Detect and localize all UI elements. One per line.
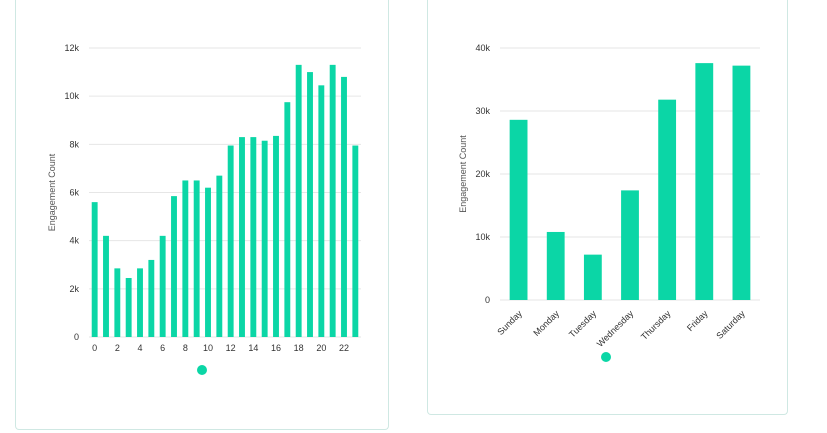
weekday-engagement-panel: 0 10k 20k 30k 40k Engagement Count Sunday Monda…	[427, 0, 788, 415]
y-axis-title: Engagement Count	[47, 153, 57, 231]
x-tick-label: Sunday	[495, 308, 524, 337]
bar[interactable]	[250, 137, 257, 337]
y-tick-label: 20k	[475, 169, 490, 179]
bar[interactable]	[273, 135, 279, 337]
x-tick-label: 4	[137, 343, 142, 353]
bar[interactable]	[341, 76, 347, 338]
legend-dot[interactable]	[197, 365, 207, 375]
x-tick-label: 18	[294, 343, 304, 353]
bar[interactable]	[114, 268, 121, 337]
bar[interactable]	[284, 102, 291, 337]
hourly-engagement-chart: 0 2k 4k 6k 8k 10k 12k Engagement Count 0 2 4 6 8 10 12…	[47, 43, 361, 353]
y-tick-label: 10k	[64, 91, 79, 101]
bar[interactable]	[329, 64, 336, 337]
x-tick-label: 14	[248, 343, 258, 353]
x-tick-label: 16	[271, 343, 281, 353]
x-tick-label: Friday	[685, 308, 710, 333]
x-tick-label: Tuesday	[567, 308, 599, 340]
y-tick-label: 6k	[69, 188, 79, 198]
bar[interactable]	[137, 268, 143, 337]
x-tick-label: Thursday	[639, 308, 673, 342]
x-tick-label: Wednesday	[595, 308, 636, 349]
bar[interactable]	[583, 254, 602, 300]
y-tick-label: 4k	[69, 236, 79, 246]
bar[interactable]	[695, 63, 714, 301]
bar[interactable]	[182, 180, 189, 337]
bar[interactable]	[261, 140, 268, 337]
bar[interactable]	[216, 175, 223, 337]
x-tick-label: Monday	[531, 308, 561, 338]
y-tick-label: 40k	[475, 43, 490, 53]
bar[interactable]	[125, 277, 132, 337]
bar[interactable]	[658, 99, 677, 300]
x-tick-label: 2	[115, 343, 120, 353]
bar[interactable]	[159, 235, 166, 337]
bar[interactable]	[732, 65, 751, 300]
bar[interactable]	[307, 72, 313, 337]
y-tick-label: 0	[74, 332, 79, 342]
bar[interactable]	[171, 196, 177, 337]
bar[interactable]	[546, 231, 565, 300]
legend-dot[interactable]	[601, 352, 611, 362]
bar[interactable]	[91, 202, 98, 337]
bar[interactable]	[509, 119, 528, 300]
bar[interactable]	[352, 145, 359, 337]
y-tick-label: 12k	[64, 43, 79, 53]
x-tick-label: 20	[316, 343, 326, 353]
bar[interactable]	[239, 137, 245, 337]
x-tick-label: 6	[160, 343, 165, 353]
bar[interactable]	[621, 190, 639, 300]
x-tick-label: 10	[203, 343, 213, 353]
x-tick-label: 0	[92, 343, 97, 353]
y-tick-label: 8k	[69, 139, 79, 149]
y-tick-label: 0	[485, 295, 490, 305]
bar[interactable]	[193, 180, 200, 337]
bar[interactable]	[103, 235, 109, 337]
y-tick-label: 10k	[475, 232, 490, 242]
bar[interactable]	[148, 259, 155, 337]
bar[interactable]	[227, 145, 234, 337]
weekday-engagement-chart: 0 10k 20k 30k 40k Engagement Count Sunday Monda…	[458, 43, 760, 349]
x-tick-label: Saturday	[714, 308, 747, 341]
y-tick-label: 30k	[475, 106, 490, 116]
bar[interactable]	[295, 64, 302, 337]
y-axis-title: Engagement Count	[458, 135, 468, 213]
x-tick-label: 22	[339, 343, 349, 353]
x-tick-label: 12	[226, 343, 236, 353]
bar[interactable]	[318, 85, 325, 338]
hourly-engagement-panel: 0 2k 4k 6k 8k 10k 12k Engagement Count 0 2 4 6 8 10 12…	[15, 0, 389, 430]
y-tick-label: 2k	[69, 284, 79, 294]
bar[interactable]	[205, 187, 211, 337]
x-tick-label: 8	[183, 343, 188, 353]
